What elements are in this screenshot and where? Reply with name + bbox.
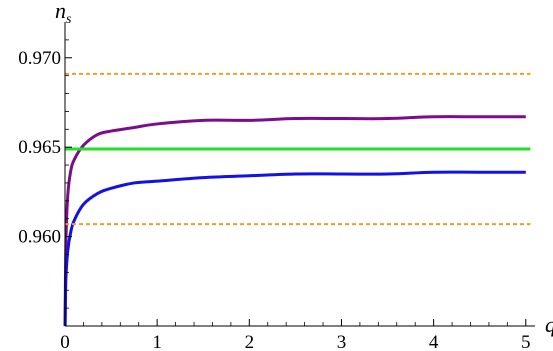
x-tick-label-4: 4 [429,332,439,351]
axes-layer [64,22,535,327]
y-axis-title: ns [55,0,72,27]
x-tick-label-0: 0 [60,332,70,351]
series-layer [63,72,531,327]
x-axis-title: q [545,312,553,337]
x-tick-label-2: 2 [245,332,255,351]
x-tick-label-5: 5 [521,332,531,351]
y-tick-label-0: 0.960 [18,227,61,248]
series-line-1 [63,115,526,327]
x-tick-label-1: 1 [152,332,162,351]
series-line-2 [63,170,526,327]
y-axis-title-subscript: s [66,12,72,27]
y-tick-label-1: 0.965 [18,137,61,158]
y-tick-label-2: 0.970 [18,48,61,69]
x-tick-label-3: 3 [337,332,347,351]
